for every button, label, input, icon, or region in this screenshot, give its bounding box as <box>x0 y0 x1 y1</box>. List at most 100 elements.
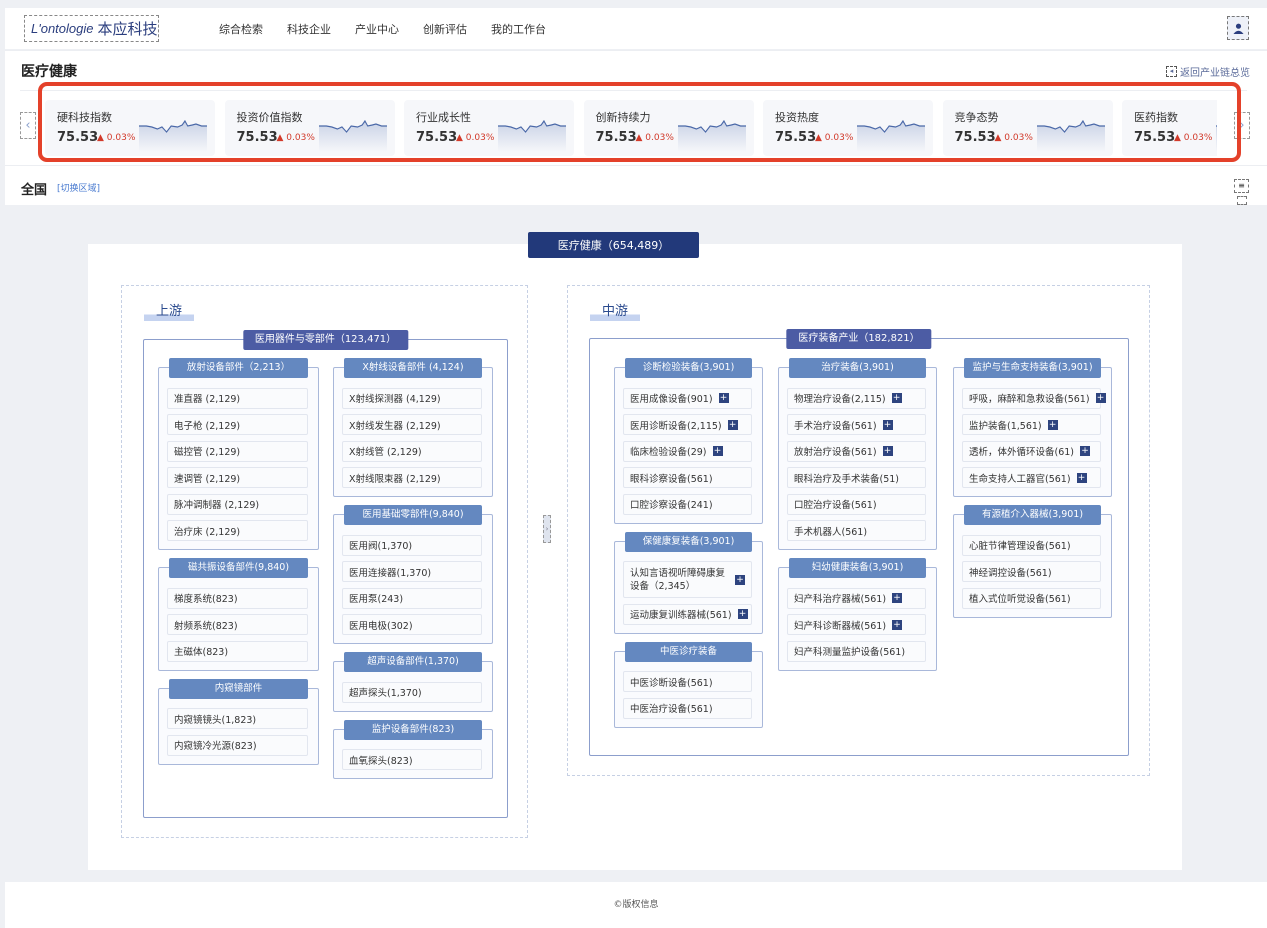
metric-card[interactable]: 硬科技指数 75.53 ▲ 0.03% <box>45 100 215 156</box>
category-item[interactable]: 医用诊断设备(2,115) + <box>623 414 752 435</box>
scroll-left-button[interactable]: ‹ <box>20 112 36 139</box>
metric-card[interactable]: 竞争态势 75.53 ▲ 0.03% <box>942 100 1113 156</box>
category-group: 超声设备部件(1,370) 超声探头(1,370) <box>333 652 493 712</box>
category-header[interactable]: 诊断检验装备(3,901) <box>625 358 752 378</box>
nav-workspace[interactable]: 我的工作台 <box>491 23 546 36</box>
expand-plus-icon[interactable]: + <box>727 419 738 430</box>
category-item[interactable]: 内窥镜镜头(1,823) <box>167 708 308 729</box>
category-item[interactable]: X射线发生器 (2,129) <box>342 414 482 435</box>
nav-search[interactable]: 综合检索 <box>219 23 263 36</box>
root-node[interactable]: 医疗健康（654,489） <box>528 232 699 258</box>
category-item[interactable]: 临床检验设备(29) + <box>623 440 752 462</box>
expand-plus-icon[interactable]: + <box>891 393 902 403</box>
upstream-main-header[interactable]: 医用器件与零部件（123,471） <box>242 330 409 350</box>
category-item[interactable]: 内窥镜冷光源(823) <box>167 734 308 756</box>
category-item[interactable]: 射频系统(823) <box>167 614 308 635</box>
metric-card[interactable]: 行业成长性 75.53 ▲ 0.03% <box>404 100 574 156</box>
expand-plus-icon[interactable]: + <box>882 446 893 456</box>
category-header[interactable]: 磁共振设备部件(9,840) <box>169 558 308 578</box>
category-item[interactable]: 口腔治疗设备(561) <box>787 493 926 515</box>
category-item[interactable]: 妇产科测量监护设备(561) <box>787 640 926 662</box>
user-icon[interactable] <box>1227 16 1249 40</box>
category-item[interactable]: 中医诊断设备(561) <box>623 671 752 692</box>
category-item[interactable]: 运动康复训练器械(561) + <box>623 603 752 625</box>
category-header[interactable]: 超声设备部件(1,370) <box>344 652 482 672</box>
expand-plus-icon[interactable]: + <box>1076 472 1087 483</box>
back-to-overview-link[interactable]: ◂ 返回产业链总览 <box>1166 64 1250 79</box>
category-header[interactable]: 妇幼健康装备(3,901) <box>789 558 926 578</box>
expand-plus-icon[interactable]: + <box>735 574 745 585</box>
expand-plus-icon[interactable]: + <box>1047 419 1058 430</box>
category-item[interactable]: 医用连接器(1,370) <box>342 561 482 582</box>
category-header[interactable]: 治疗装备(3,901) <box>789 358 926 378</box>
switch-region-link[interactable]: [切换区域] <box>57 184 101 194</box>
category-item[interactable]: 监护装备(1,561) + <box>962 414 1101 435</box>
category-item[interactable]: 呼吸，麻醉和急救设备(561) + <box>962 387 1106 409</box>
category-item[interactable]: 手术机器人(561) <box>787 520 926 541</box>
category-item[interactable]: X射线管 (2,129) <box>342 440 482 462</box>
expand-plus-icon[interactable]: + <box>882 419 893 430</box>
category-header[interactable]: 中医诊疗装备 <box>625 641 752 662</box>
nav-industry-center[interactable]: 产业中心 <box>355 23 399 36</box>
nav-innovation-eval[interactable]: 创新评估 <box>423 23 467 36</box>
category-item[interactable]: 中医治疗设备(561) <box>623 697 752 719</box>
category-item[interactable]: 放射治疗设备(561) + <box>787 440 926 462</box>
expand-plus-icon[interactable]: + <box>892 619 903 630</box>
category-item[interactable]: 植入式位听觉设备(561) <box>962 587 1101 609</box>
category-item[interactable]: 医用泵(243) <box>342 587 482 609</box>
category-item[interactable]: 磁控管 (2,129) <box>167 440 308 462</box>
category-header[interactable]: 放射设备部件（2,213） <box>169 358 308 378</box>
expand-plus-icon[interactable]: + <box>1095 393 1106 403</box>
category-header[interactable]: 有源植介入器械(3,901) <box>964 505 1101 525</box>
category-item[interactable]: 妇产科诊断器械(561) + <box>787 614 926 635</box>
category-item[interactable]: 眼科治疗及手术装备(51) <box>787 467 926 488</box>
list-icon[interactable]: ≡ <box>1234 179 1249 193</box>
category-item[interactable]: 认知言语视听障碍康复设备（2,345） + <box>623 561 752 598</box>
category-item[interactable]: 透析，体外循环设备(61) + <box>962 440 1101 462</box>
nav-tech-companies[interactable]: 科技企业 <box>287 23 331 36</box>
category-header[interactable]: 内窥镜部件 <box>169 678 308 699</box>
category-item[interactable]: 准直器 (2,129) <box>167 387 308 409</box>
category-item[interactable]: 主磁体(823) <box>167 640 308 662</box>
metric-card[interactable]: 投资价值指数 75.53 ▲ 0.03% <box>224 100 395 156</box>
category-item[interactable]: 血氧探头(823) <box>342 749 482 770</box>
midstream-main-header[interactable]: 医疗装备产业（182,821） <box>786 329 932 349</box>
scroll-right-button[interactable]: › <box>1234 112 1250 139</box>
category-item[interactable]: 神经调控设备(561) <box>962 561 1101 582</box>
collapse-handle[interactable]: › <box>543 515 551 543</box>
category-item[interactable]: 医用阀(1,370) <box>342 534 482 556</box>
category-header[interactable]: X射线设备部件 (4,124) <box>344 358 482 378</box>
category-item[interactable]: 心脏节律管理设备(561) <box>962 534 1101 556</box>
category-header[interactable]: 监护设备部件(823) <box>344 719 482 740</box>
category-item[interactable]: 物理治疗设备(2,115) + <box>787 387 926 409</box>
logo[interactable]: L'ontologie 本应科技 <box>24 15 159 42</box>
category-item[interactable]: 电子枪 (2,129) <box>167 414 308 435</box>
category-item[interactable]: 口腔诊察设备(241) <box>623 493 752 515</box>
expand-plus-icon[interactable]: + <box>1080 446 1091 456</box>
category-item[interactable]: 治疗床 (2,129) <box>167 520 308 541</box>
category-item[interactable]: 医用电极(302) <box>342 614 482 635</box>
category-header[interactable]: 监护与生命支持装备(3,901) <box>964 358 1101 378</box>
category-item[interactable]: 生命支持人工器官(561) + <box>962 467 1101 488</box>
metric-card[interactable]: 投资热度 75.53 ▲ 0.03% <box>763 100 933 156</box>
expand-plus-icon[interactable]: + <box>712 446 723 456</box>
category-item[interactable]: 手术治疗设备(561) + <box>787 414 926 435</box>
expand-icon[interactable] <box>1237 196 1247 205</box>
category-item[interactable]: 妇产科治疗器械(561) + <box>787 587 926 609</box>
category-header[interactable]: 保健康复装备(3,901) <box>625 531 752 552</box>
category-item[interactable]: X射线限束器 (2,129) <box>342 467 482 488</box>
expand-plus-icon[interactable]: + <box>718 393 729 403</box>
category-item[interactable]: 梯度系统(823) <box>167 587 308 609</box>
category-header[interactable]: 医用基础零部件(9,840) <box>344 505 482 525</box>
category-item[interactable]: 眼科诊察设备(561) <box>623 467 752 488</box>
metric-card[interactable]: 医药指数 75.53 ▲ 0.03% <box>1122 100 1217 156</box>
category-item[interactable]: 脉冲调制器 (2,129) <box>167 493 308 515</box>
category-item[interactable]: 医用成像设备(901) + <box>623 387 752 409</box>
category-item[interactable]: X射线探测器 (4,129) <box>342 387 482 409</box>
expand-plus-icon[interactable]: + <box>737 609 748 619</box>
category-item[interactable]: 超声探头(1,370) <box>342 681 482 703</box>
expand-plus-icon[interactable]: + <box>892 593 903 603</box>
category-item[interactable]: 速调管 (2,129) <box>167 467 308 488</box>
metric-name: 创新持续力 <box>595 111 651 124</box>
metric-card[interactable]: 创新持续力 75.53 ▲ 0.03% <box>583 100 754 156</box>
